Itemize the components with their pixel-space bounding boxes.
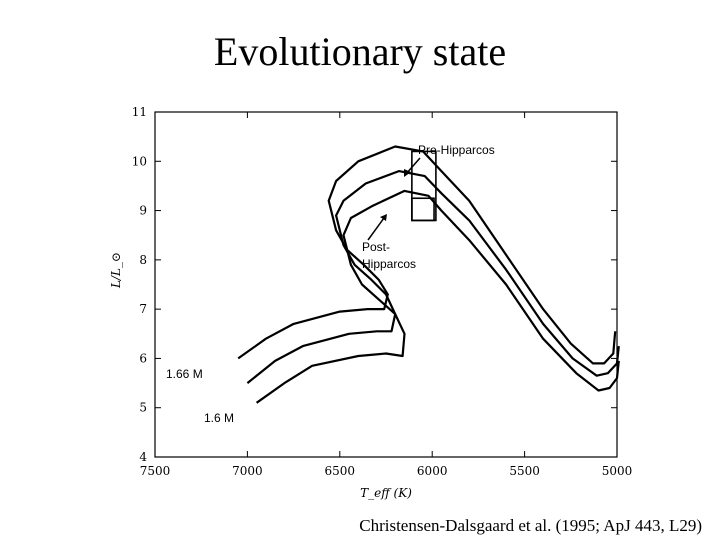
post-hipparcos-label-line2: Hipparcos: [362, 257, 416, 271]
y-tick-label: 11: [132, 105, 147, 119]
y-tick-label: 5: [139, 401, 147, 415]
y-tick-label: 8: [139, 253, 147, 267]
x-tick-label: 7500: [140, 464, 171, 478]
y-tick-label: 10: [132, 154, 147, 168]
mass-label-1-6: 1.6 M: [204, 411, 234, 425]
pre-hipparcos-label: Pre-Hipparcos: [418, 143, 495, 157]
pre-hipparcos-arrowhead: [404, 169, 411, 177]
y-tick-label: 7: [139, 302, 147, 316]
x-tick-label: 6000: [417, 464, 448, 478]
evolutionary-track-line: [246, 170, 620, 384]
slide-title: Evolutionary state: [213, 29, 507, 74]
y-axis-label: L/L_⊙: [109, 252, 123, 289]
citation: Christensen-Dalsgaard et al. (1995; ApJ …: [359, 516, 702, 535]
y-tick-label: 9: [139, 204, 147, 218]
x-tick-label: 7000: [232, 464, 263, 478]
y-tick-label: 6: [139, 351, 147, 365]
x-tick-label: 5500: [509, 464, 540, 478]
post-hipparcos-arrowhead: [380, 214, 387, 221]
y-tick-label: 4: [139, 450, 147, 464]
x-tick-label: 5000: [602, 464, 633, 478]
evolutionary-track-line: [237, 145, 617, 365]
x-axis-label: T_eff (K): [360, 486, 412, 500]
post-hipparcos-label-line1: Post-: [362, 240, 390, 254]
post-hipparcos-arrow: [367, 217, 385, 241]
x-tick-label: 6500: [325, 464, 356, 478]
post-hipparcos-box: [411, 197, 435, 222]
plot-frame: [154, 111, 618, 458]
mass-label-1-66: 1.66 M: [166, 367, 203, 381]
evolutionary-track-line: [255, 189, 620, 404]
